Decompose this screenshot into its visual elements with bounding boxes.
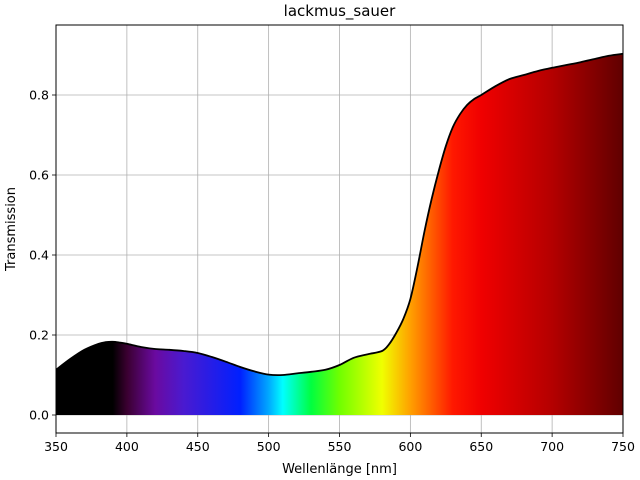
x-tick-label: 350: [44, 439, 68, 454]
x-axis: 350 400 450 500 550 600 650 700 750: [44, 433, 635, 454]
transmission-curve: [56, 52, 623, 377]
x-tick-label: 650: [469, 439, 493, 454]
x-tick-label: 750: [611, 439, 635, 454]
x-tick-label: 550: [328, 439, 352, 454]
spectrum-area: [56, 53, 623, 416]
x-tick-label: 400: [115, 439, 139, 454]
x-tick-label: 700: [540, 439, 564, 454]
y-tick-label: 0.2: [29, 328, 49, 343]
y-tick-label: 0.8: [29, 88, 49, 103]
x-tick-label: 600: [398, 439, 422, 454]
y-axis: 0.0 0.2 0.4 0.6 0.8: [29, 88, 56, 423]
chart-title: lackmus_sauer: [284, 2, 396, 21]
x-axis-title: Wellenlänge [nm]: [282, 462, 397, 477]
x-tick-label: 450: [186, 439, 210, 454]
y-axis-title: Transmission: [4, 187, 19, 272]
y-tick-label: 0.6: [29, 168, 49, 183]
x-tick-label: 500: [257, 439, 281, 454]
y-tick-label: 0.4: [29, 248, 49, 263]
y-tick-label: 0.0: [29, 408, 49, 423]
